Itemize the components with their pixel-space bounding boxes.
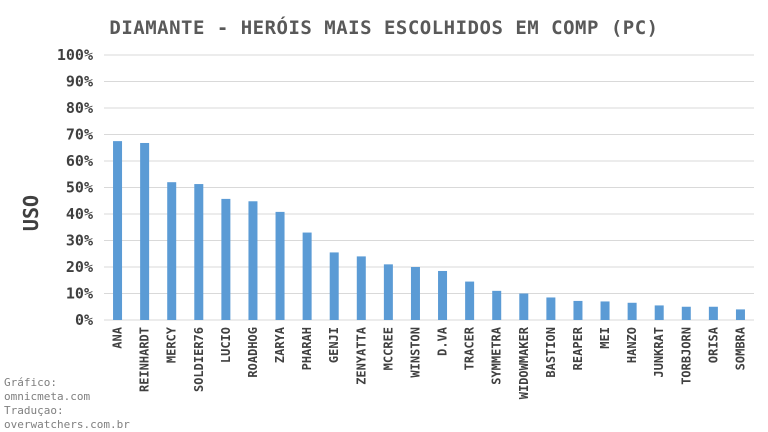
bar-soldier76 <box>194 184 204 320</box>
x-tick-label: JUNKRAT <box>652 327 666 378</box>
bar-bastion <box>546 297 556 320</box>
bar-reinhardt <box>140 142 150 320</box>
bar-ana <box>113 141 123 320</box>
bars <box>113 141 745 320</box>
bar-junkrat <box>654 305 664 320</box>
bar-sombra <box>735 309 745 320</box>
bar-reaper <box>573 300 583 320</box>
x-tick-label: WINSTON <box>408 327 422 378</box>
bar-genji <box>329 252 339 320</box>
bar-torbjorn <box>681 306 691 320</box>
x-tick-label: GENJI <box>327 327 341 363</box>
gridlines <box>104 54 754 321</box>
bar-orisa <box>708 306 718 320</box>
bar-symmetra <box>492 290 502 320</box>
x-tick-label: SYMMETRA <box>490 326 504 385</box>
x-tick-label: LUCIO <box>219 327 233 363</box>
y-tick-label: 50% <box>66 179 93 197</box>
x-tick-label: SOMBRA <box>733 326 747 370</box>
x-tick-label: REAPER <box>571 326 585 370</box>
bar-roadhog <box>248 201 258 320</box>
credit-line: overwatchers.com.br <box>4 418 130 431</box>
x-tick-label: WIDOWMAKER <box>517 326 531 399</box>
bar-pharah <box>302 232 312 320</box>
y-tick-label: 30% <box>66 232 93 250</box>
bar-hanzo <box>627 302 637 320</box>
bar-d-va <box>438 270 448 320</box>
credit-line: Gráfico: <box>4 376 57 389</box>
bar-mei <box>600 301 610 320</box>
y-axis-label: USO <box>19 195 43 231</box>
credit-line: omnicmeta.com <box>4 390 90 403</box>
y-tick-label: 20% <box>66 258 93 276</box>
y-tick-label: 10% <box>66 285 93 303</box>
y-tick-label: 100% <box>57 46 93 64</box>
credit-line: Traduçao: <box>4 404 64 417</box>
y-tick-label: 70% <box>66 126 93 144</box>
x-tick-label: HANZO <box>625 327 639 363</box>
x-tick-label: BASTION <box>544 327 558 378</box>
x-tick-label: MERCY <box>165 326 179 363</box>
bar-lucio <box>221 198 231 320</box>
x-tick-label: MEI <box>598 327 612 349</box>
x-tick-label: MCCREE <box>381 327 395 370</box>
x-tick-label: ROADHOG <box>246 327 260 378</box>
x-tick-label: ZARYA <box>273 326 287 363</box>
x-axis-ticks: ANA REINHARDT MERCY SOLDIER76 LUCIO ROADHOG ZA… <box>111 326 748 399</box>
x-tick-label: D.VA <box>436 326 450 356</box>
x-tick-label: ANA <box>111 326 125 348</box>
x-tick-label: ORISA <box>706 326 720 363</box>
y-tick-label: 60% <box>66 152 93 170</box>
y-tick-label: 90% <box>66 73 93 91</box>
x-tick-label: REINHARDT <box>138 327 152 392</box>
x-tick-label: TRACER <box>463 326 477 370</box>
credits: Gráfico: omnicmeta.com Traduçao: overwat… <box>4 376 130 431</box>
bar-widowmaker <box>519 293 529 320</box>
y-axis-ticks: 0% 10% 20% 30% 40% 50% 60% 70% 80% 90% 100% <box>57 46 93 329</box>
bar-tracer <box>465 281 475 320</box>
bar-winston <box>410 267 420 320</box>
y-tick-label: 0% <box>75 311 93 329</box>
x-tick-label: PHARAH <box>300 327 314 370</box>
bar-mercy <box>167 182 177 320</box>
bar-mccree <box>383 264 393 320</box>
x-tick-label: SOLDIER76 <box>192 327 206 392</box>
x-tick-label: ZENYATTA <box>354 326 368 385</box>
y-tick-label: 80% <box>66 99 93 117</box>
bar-zenyatta <box>356 256 366 320</box>
y-tick-label: 40% <box>66 205 93 223</box>
x-tick-label: TORBJORN <box>679 327 693 385</box>
bar-zarya <box>275 211 285 320</box>
chart-title: DIAMANTE - HERÓIS MAIS ESCOLHIDOS EM COM… <box>109 15 658 39</box>
